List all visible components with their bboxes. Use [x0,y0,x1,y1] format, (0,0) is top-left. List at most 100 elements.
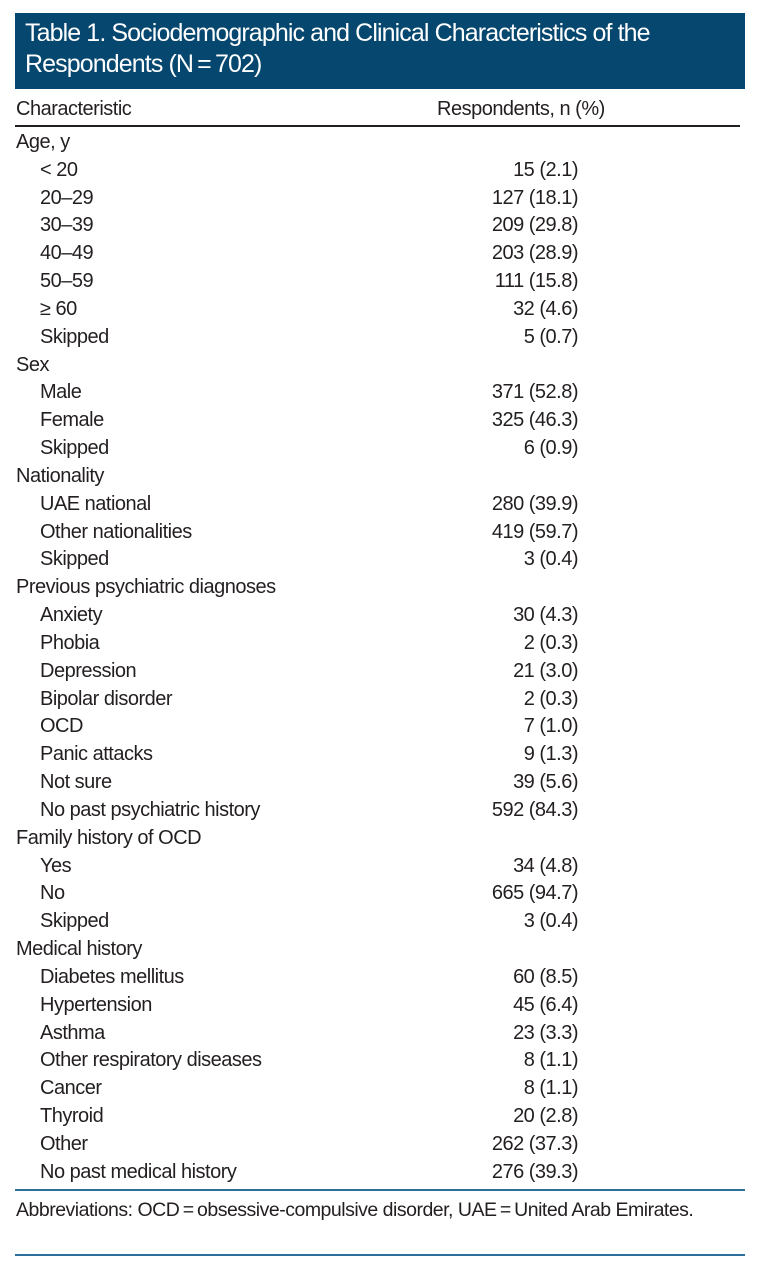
table-row: Anxiety 30 (4.3) [15,602,745,630]
row-label: Skipped [40,437,109,460]
row-value: 276 (39.3) [491,1160,579,1183]
row-label: ≥ 60 [40,297,77,320]
row-value: 45 (6.4) [513,993,578,1016]
table-row: < 20 15 (2.1) [15,157,745,185]
table-footnote: Abbreviations: OCD = obsessive-compulsiv… [16,1199,694,1221]
row-label: Previous psychiatric diagnoses [16,576,276,599]
table-row: 30–39 209 (29.8) [15,212,745,240]
table-row: Panic attacks 9 (1.3) [15,741,745,769]
row-label: Other [40,1132,88,1155]
row-label: Thyroid [40,1104,104,1127]
table-row: No past medical history 276 (39.3) [15,1159,745,1187]
table-row: Skipped 6 (0.9) [15,435,745,463]
table-row: OCD 7 (1.0) [15,713,745,741]
table-row: Bipolar disorder 2 (0.3) [15,686,745,714]
table-row: Skipped 5 (0.7) [15,324,745,352]
row-label: 20–29 [40,186,94,209]
table-row: Hypertension 45 (6.4) [15,992,745,1020]
row-value: 15 (2.1) [513,158,578,181]
row-label: Diabetes mellitus [40,965,184,988]
table-row: Male 371 (52.8) [15,379,745,407]
row-value: 30 (4.3) [513,604,578,627]
table-row: 20–29 127 (18.1) [15,185,745,213]
table-row: Asthma 23 (3.3) [15,1020,745,1048]
row-label: Anxiety [40,604,103,627]
row-value: 665 (94.7) [491,882,579,905]
footnote-bottom-rule [15,1254,745,1256]
row-label: Skipped [40,548,109,571]
table-row: Depression 21 (3.0) [15,658,745,686]
row-value: 8 (1.1) [523,1049,579,1072]
row-value: 8 (1.1) [523,1077,579,1100]
row-value: 7 (1.0) [523,715,579,738]
row-value: 60 (8.5) [513,965,578,988]
row-value: 32 (4.6) [513,297,578,320]
table-row: Diabetes mellitus 60 (8.5) [15,964,745,992]
row-label: Hypertension [40,993,152,1016]
table-row: ≥ 60 32 (4.6) [15,296,745,324]
row-value: 3 (0.4) [523,910,579,933]
table-section-header: Nationality [15,463,745,491]
row-value: 6 (0.9) [523,437,579,460]
table-row: Female 325 (46.3) [15,407,745,435]
table-row: Not sure 39 (5.6) [15,769,745,797]
row-label: Sex [16,353,49,376]
table-row: No 665 (94.7) [15,880,745,908]
row-label: Bipolar disorder [40,687,173,710]
column-header-respondents: Respondents, n (%) [437,98,605,120]
table-section-header: Age, y [15,129,745,157]
row-value: 419 (59.7) [491,520,579,543]
table-row: Yes 34 (4.8) [15,853,745,881]
row-value: 111 (15.8) [494,270,579,293]
row-value: 209 (29.8) [491,214,579,237]
row-label: Yes [40,854,72,877]
table-body: Age, y < 20 15 (2.1) 20–29 127 (18.1) 30–39 20… [15,129,745,1186]
table-row: Other nationalities 419 (59.7) [15,519,745,547]
header-rule [15,125,740,127]
table-section-header: Sex [15,352,745,380]
table-bottom-rule [15,1189,745,1191]
row-value: 5 (0.7) [523,325,579,348]
row-value: 203 (28.9) [491,242,579,265]
table-section-header: Previous psychiatric diagnoses [15,574,745,602]
row-label: No past medical history [40,1160,237,1183]
row-label: Other nationalities [40,520,192,543]
row-label: Asthma [40,1021,105,1044]
table-row: Skipped 3 (0.4) [15,908,745,936]
table-row: Other 262 (37.3) [15,1131,745,1159]
row-label: Panic attacks [40,743,153,766]
row-label: Female [40,409,104,432]
row-label: Age, y [16,131,70,153]
row-label: Skipped [40,910,109,933]
table-row: 50–59 111 (15.8) [15,268,745,296]
row-value: 9 (1.3) [523,743,579,766]
row-label: Not sure [40,771,112,794]
table-row: 40–49 203 (28.9) [15,240,745,268]
table-title: Table 1. Sociodemographic and Clinical C… [15,13,745,89]
row-value: 592 (84.3) [491,798,579,821]
row-label: 30–39 [40,214,94,237]
row-value: 34 (4.8) [513,854,578,877]
row-label: 40–49 [40,242,94,265]
table-row: No past psychiatric history 592 (84.3) [15,797,745,825]
row-label: 50–59 [40,270,94,293]
table-row: Other respiratory diseases 8 (1.1) [15,1047,745,1075]
column-header-characteristic: Characteristic [16,98,132,120]
row-label: Depression [40,659,137,682]
row-value: 325 (46.3) [491,409,579,432]
row-label: UAE national [40,492,151,515]
row-value: 39 (5.6) [513,771,578,794]
row-value: 20 (2.8) [513,1104,578,1127]
row-value: 262 (37.3) [491,1132,579,1155]
row-value: 23 (3.3) [513,1021,578,1044]
row-label: Family history of OCD [16,826,202,849]
table-row: Thyroid 20 (2.8) [15,1103,745,1131]
row-value: 2 (0.3) [523,631,579,654]
table-row: UAE national 280 (39.9) [15,491,745,519]
row-label: Other respiratory diseases [40,1049,262,1072]
table-row: Phobia 2 (0.3) [15,630,745,658]
row-label: Cancer [40,1077,102,1100]
row-value: 371 (52.8) [491,381,579,404]
table-section-header: Medical history [15,936,745,964]
row-value: 127 (18.1) [491,186,579,209]
